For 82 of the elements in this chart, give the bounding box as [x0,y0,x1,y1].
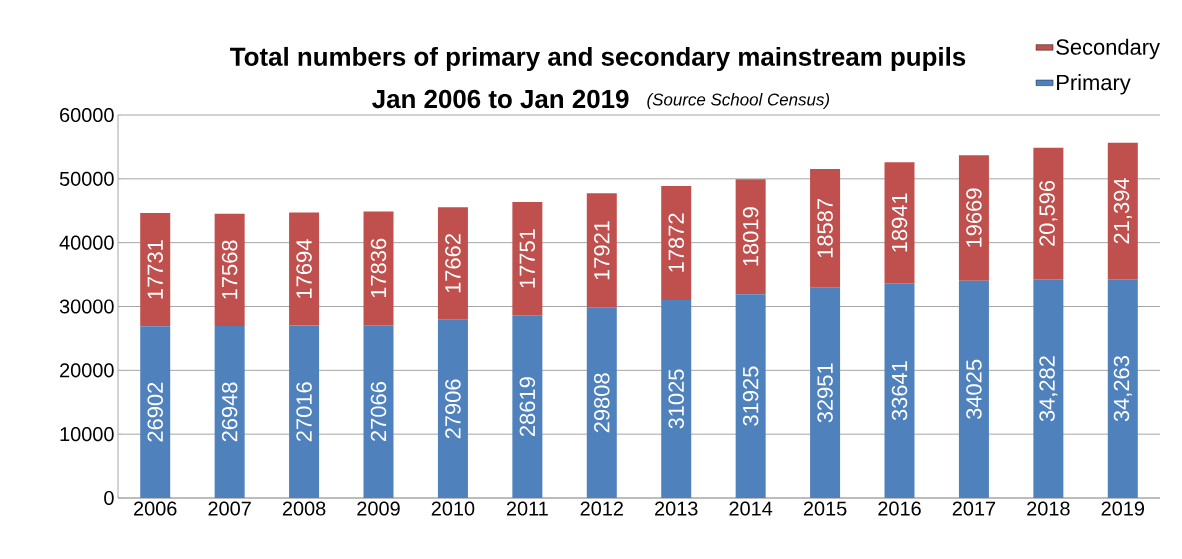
data-label: 27906 [445,379,461,439]
data-label: 17694 [296,239,312,298]
bar [512,202,543,316]
bar [363,325,394,498]
x-tick-label: 2012 [580,501,623,516]
y-tick-label: 30000 [59,299,114,314]
x-tick-label: 2009 [357,501,400,516]
bar [958,280,989,498]
y-tick-label: 40000 [59,235,114,250]
bar [140,213,171,327]
data-label: 17751 [519,229,536,288]
data-label: 17872 [668,213,684,272]
data-label: 34,263 [1113,356,1132,422]
bar [958,155,989,281]
bar [214,325,245,498]
x-tick-label: 2015 [803,501,847,516]
data-label: 17921 [594,221,610,280]
chart-title: Total numbers of primary and secondary mainstream pupils [230,46,966,72]
x-tick-label: 2013 [655,501,698,516]
bar [661,299,692,498]
data-label: 33641 [891,361,908,421]
bar [586,307,617,498]
data-label: 17731 [147,240,163,299]
bar [810,169,841,288]
x-tick-label: 2018 [1027,501,1070,516]
data-label: 18019 [742,207,759,266]
bar [289,212,320,326]
data-label: 19669 [966,188,982,247]
bar [214,213,245,326]
bar [586,193,617,308]
bar [140,326,171,498]
x-tick-label: 2019 [1101,501,1144,516]
bar [512,315,543,498]
data-label: 31925 [742,366,759,426]
data-label: 26902 [147,382,163,442]
x-tick-label: 2007 [208,501,251,516]
data-label: 20,596 [1039,180,1058,246]
data-label: 17568 [221,240,238,299]
legend-label: Secondary [1056,38,1160,60]
bar [437,319,468,498]
data-label: 34,282 [1039,356,1058,422]
bar [661,185,692,300]
data-label: 32951 [817,363,833,423]
chart-subtitle: Jan 2006 to Jan 2019 [372,89,629,109]
data-label: 17836 [370,238,387,298]
x-tick-label: 2008 [282,501,326,516]
data-label: 27066 [370,382,387,441]
x-tick-label: 2014 [729,501,773,516]
data-label: 21,394 [1113,178,1132,244]
x-tick-label: 2006 [134,501,177,516]
data-label: 18941 [891,193,908,252]
data-label: 27016 [296,382,312,442]
bar [1107,279,1138,498]
y-tick-label: 20000 [60,363,114,378]
bar [363,211,394,326]
x-tick-label: 2010 [431,501,475,516]
data-label: 17662 [445,234,461,293]
legend-label: Primary [1057,74,1131,95]
x-tick-label: 2016 [878,501,921,516]
y-tick-label: 60000 [60,107,114,123]
bar [735,179,766,295]
data-label: 28619 [519,377,536,437]
bar [437,207,468,320]
data-label: 26948 [221,382,238,442]
bar [810,287,841,498]
bar [1033,279,1064,498]
bar [735,294,766,498]
data-label: 34025 [966,359,982,420]
x-tick-label: 2011 [506,501,548,516]
bar [884,283,915,498]
data-label: 29808 [594,373,610,433]
data-label: 18587 [817,198,833,258]
data-label: 31025 [668,369,684,429]
bar [1107,142,1138,280]
bar [289,325,320,498]
bar [884,162,915,284]
x-tick-label: 2017 [952,501,996,516]
y-tick-label: 10000 [60,427,114,442]
text: (Source School Census) [647,93,830,109]
bar [1033,147,1064,280]
y-tick-label: 50000 [59,171,114,186]
y-tick-label: 0 [104,490,114,506]
